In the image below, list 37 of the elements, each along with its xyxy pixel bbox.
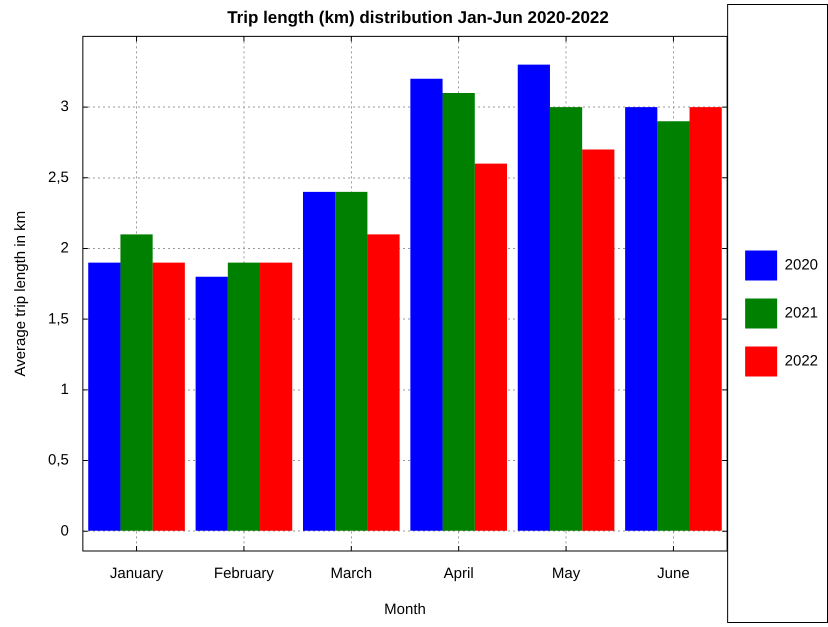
bar bbox=[120, 234, 153, 531]
y-tick-label: 2 bbox=[60, 240, 69, 257]
bar bbox=[550, 107, 582, 531]
bar bbox=[302, 192, 336, 531]
y-tick-label: 0 bbox=[60, 522, 69, 540]
bar bbox=[410, 78, 443, 531]
y-tick-label: 3 bbox=[60, 98, 69, 116]
bar bbox=[625, 107, 658, 531]
x-tick-label: January bbox=[110, 565, 164, 582]
chart-title: Trip length (km) distribution Jan-Jun 2020-2022 bbox=[227, 8, 609, 27]
bar bbox=[260, 262, 292, 531]
bar bbox=[518, 64, 550, 531]
y-tick-label: 1 bbox=[60, 380, 69, 398]
bar bbox=[442, 92, 475, 531]
bar bbox=[474, 164, 508, 531]
legend-label: 2021 bbox=[784, 304, 818, 322]
bar bbox=[88, 262, 120, 531]
bar bbox=[152, 262, 185, 531]
bar bbox=[690, 107, 722, 531]
legend-label: 2022 bbox=[784, 352, 818, 370]
y-tick-label: 1,5 bbox=[48, 310, 69, 328]
x-tick-label: March bbox=[330, 565, 372, 582]
bar bbox=[367, 234, 400, 531]
x-tick-label: February bbox=[214, 565, 274, 582]
legend-label: 2020 bbox=[784, 256, 818, 274]
bar bbox=[228, 262, 260, 531]
y-tick-label: 2,5 bbox=[48, 168, 69, 186]
x-tick-label: June bbox=[657, 565, 690, 582]
x-tick-label: April bbox=[444, 565, 474, 582]
bar bbox=[657, 121, 690, 531]
x-axis-title: Month bbox=[384, 601, 426, 618]
bar bbox=[335, 192, 368, 531]
x-tick-label: May bbox=[552, 565, 581, 582]
bar bbox=[196, 276, 228, 531]
y-axis-title: Average trip length in km bbox=[12, 210, 30, 377]
y-tick-label: 0,5 bbox=[48, 452, 69, 469]
bar bbox=[582, 150, 614, 531]
